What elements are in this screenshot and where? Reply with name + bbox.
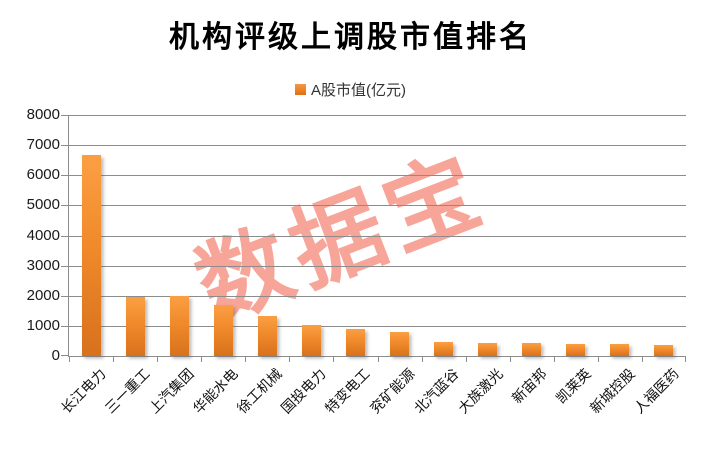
- plot-area: [61, 115, 686, 362]
- bar-北汽蓝谷: [434, 342, 454, 356]
- bar-新城控股: [610, 343, 630, 356]
- x-axis-category-label: 人福医药: [630, 365, 682, 417]
- y-axis-tick: [61, 355, 68, 356]
- bar-徐工机械: [257, 316, 277, 356]
- x-axis-category-label: 国投电力: [278, 365, 330, 417]
- bar-国投电力: [301, 324, 321, 356]
- bar-特变电工: [345, 328, 365, 356]
- y-axis-tick: [61, 145, 68, 147]
- bar-大族激光: [478, 343, 498, 356]
- x-axis-tick: [465, 357, 467, 362]
- y-axis-tick: [61, 295, 68, 297]
- gridline: [69, 265, 686, 267]
- x-axis-category-label: 特变电工: [322, 365, 374, 417]
- x-axis-category-label: 华能水电: [190, 365, 241, 417]
- x-axis-category-label: 大族激光: [454, 365, 506, 417]
- x-axis-tick: [421, 357, 423, 362]
- legend: A股市值(亿元): [0, 79, 701, 100]
- x-axis-tick: [333, 357, 335, 362]
- y-axis-tick: [61, 175, 68, 177]
- gridline: [69, 205, 686, 207]
- y-axis-tick: [61, 265, 68, 267]
- x-axis-tick: [641, 357, 643, 362]
- chart-title: 机构评级上调股市值排名: [169, 20, 532, 55]
- gridline: [69, 145, 686, 147]
- x-axis-tick: [245, 357, 247, 362]
- y-axis-tick-label: 5000: [26, 196, 60, 214]
- x-axis-category-label: 北汽蓝谷: [410, 365, 462, 417]
- x-axis-category-label: 长江电力: [57, 365, 109, 417]
- y-axis-tick-label: 6000: [26, 166, 60, 184]
- y-axis-tick-label: 1000: [26, 316, 60, 334]
- gridline: [69, 295, 686, 297]
- gridline: [69, 115, 686, 116]
- gridline: [69, 175, 686, 177]
- y-axis-tick: [61, 325, 68, 327]
- legend-swatch-icon: [295, 84, 306, 95]
- x-axis-tick: [597, 357, 599, 362]
- legend-label: A股市值(亿元): [311, 82, 406, 99]
- x-axis-tick: [201, 357, 203, 362]
- gridline: [69, 325, 686, 327]
- x-axis-tick: [69, 357, 70, 362]
- bar-兖矿能源: [390, 331, 410, 356]
- x-axis-tick: [157, 357, 159, 362]
- bar-三一重工: [125, 297, 145, 356]
- y-axis-tick: [61, 205, 68, 207]
- y-axis-tick-label: 2000: [26, 286, 60, 304]
- x-axis-tick: [553, 357, 555, 362]
- x-axis-category-label: 三一重工: [101, 365, 153, 417]
- bar-上汽集团: [169, 296, 189, 356]
- y-axis-tick-label: 3000: [26, 256, 60, 274]
- bar-长江电力: [81, 155, 101, 356]
- x-axis-tick: [509, 357, 511, 362]
- bar-人福医药: [654, 345, 674, 356]
- x-axis-tick: [685, 357, 686, 362]
- x-axis-tick: [113, 357, 115, 362]
- bar-新宙邦: [522, 343, 542, 356]
- y-axis-tick: [61, 115, 68, 116]
- y-axis-tick-label: 0: [51, 347, 60, 364]
- bar-凯莱英: [566, 343, 586, 356]
- y-axis-tick: [61, 235, 68, 237]
- y-axis-tick-label: 7000: [26, 136, 60, 154]
- x-axis-category-label: 新城控股: [586, 365, 638, 417]
- x-axis-category-label: 徐工机械: [234, 365, 286, 417]
- bar-华能水电: [213, 304, 233, 356]
- x-axis-tick: [377, 357, 379, 362]
- x-axis-category-label: 兖矿能源: [366, 365, 418, 417]
- x-axis-category-label: 上汽集团: [146, 365, 197, 417]
- y-axis-tick-label: 8000: [26, 106, 60, 123]
- x-axis-tick: [289, 357, 291, 362]
- gridline: [69, 235, 686, 237]
- x-axis-category-label: 新宙邦: [508, 365, 550, 407]
- y-axis-tick-label: 4000: [26, 226, 60, 244]
